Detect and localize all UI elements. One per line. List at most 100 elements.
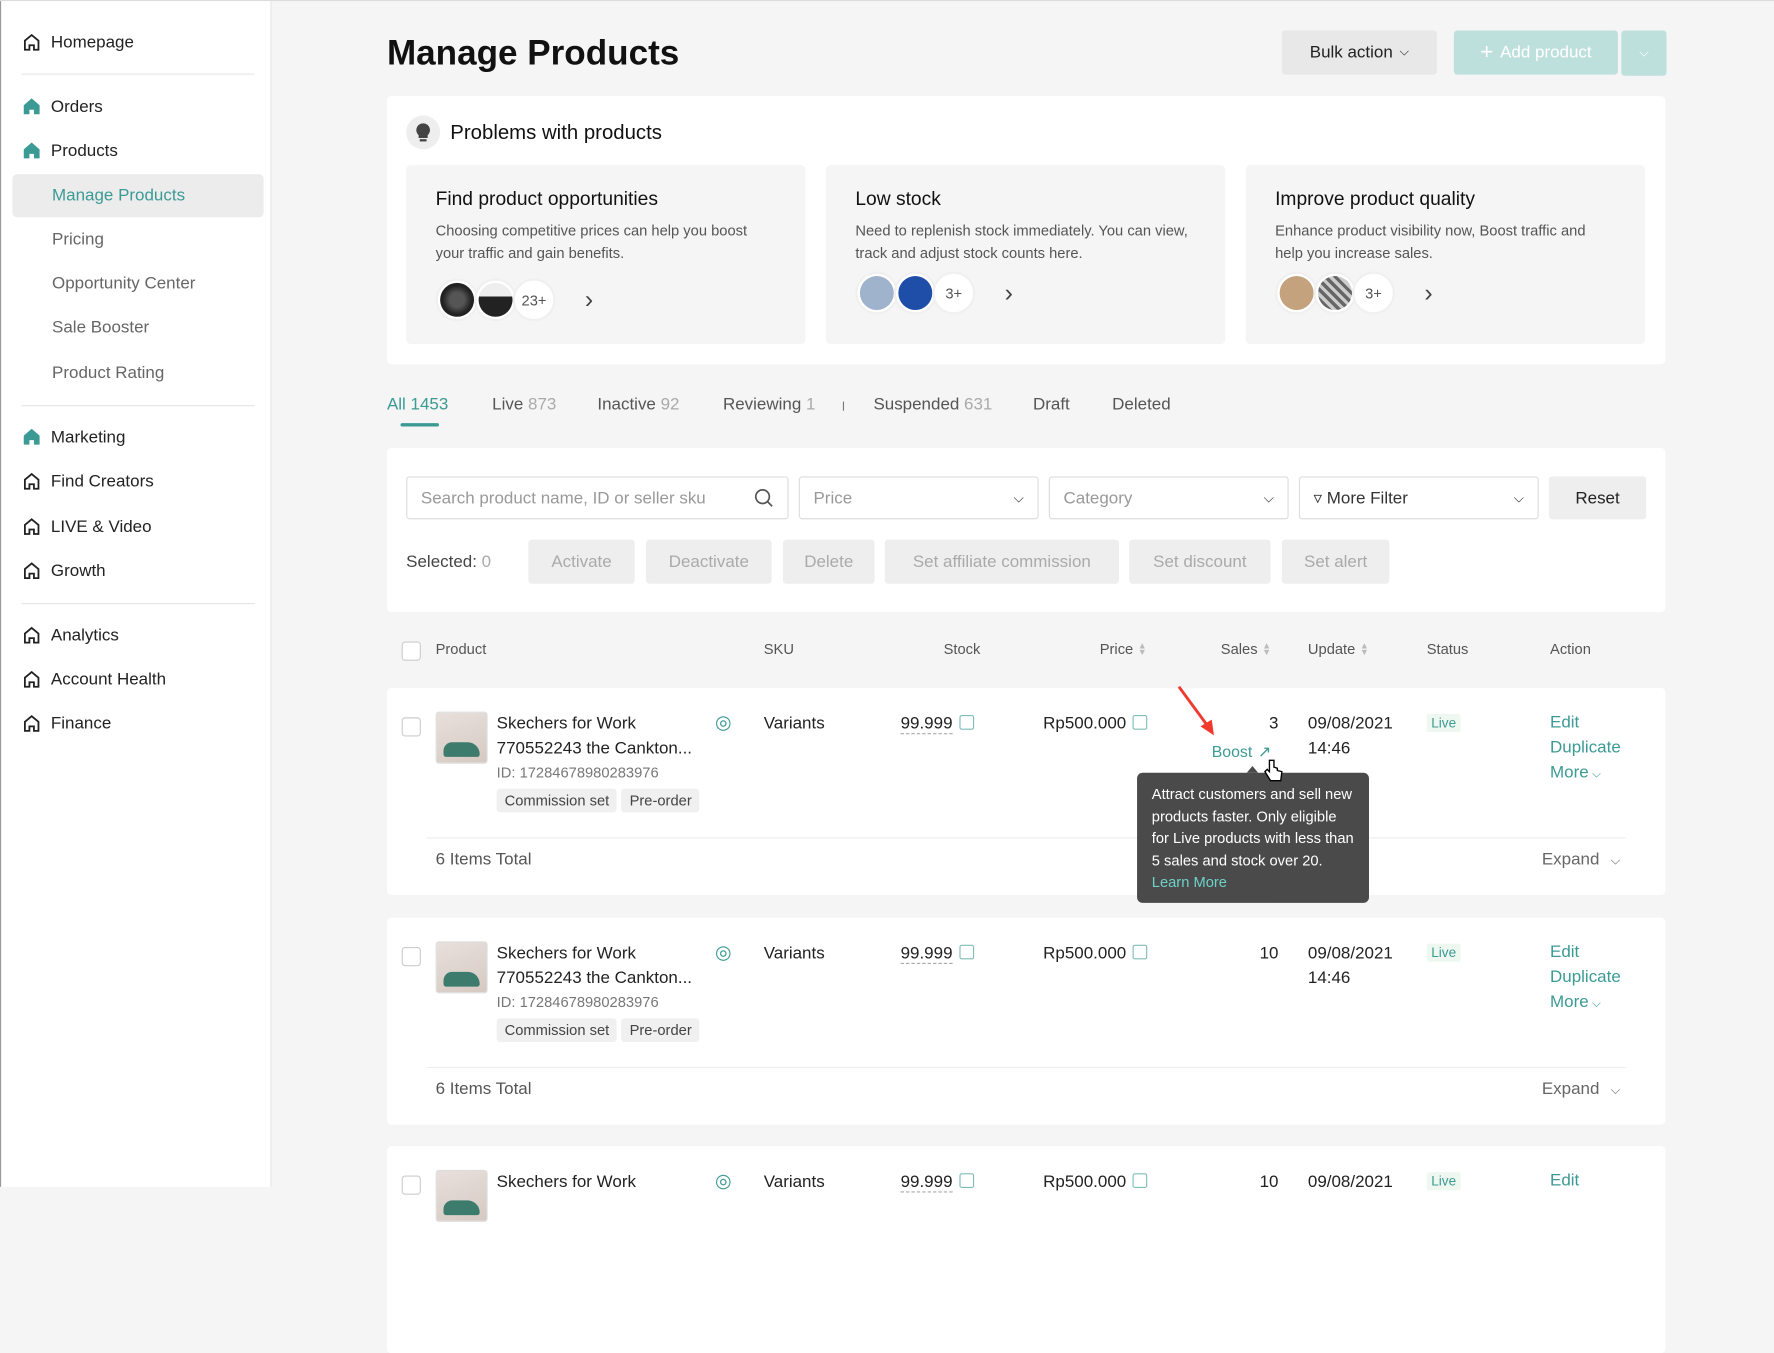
active-tab-indicator xyxy=(400,423,439,427)
chevron-right-icon[interactable]: › xyxy=(1424,278,1433,307)
update-date: 09/08/2021 xyxy=(1307,713,1393,734)
column-header-sales[interactable]: Sales ▲ ▼ xyxy=(1221,640,1271,657)
row-checkbox[interactable] xyxy=(401,1175,421,1195)
home-outline-icon xyxy=(23,714,40,732)
more-filter-select[interactable]: ▿ More Filter ⌵ xyxy=(1298,476,1539,520)
price-value[interactable]: Rp500.000 xyxy=(1043,944,1148,963)
tab-reviewing[interactable]: Reviewing 1 xyxy=(723,395,815,414)
sidebar-item-analytics[interactable]: Analytics xyxy=(21,625,119,645)
sidebar-item-manage-products[interactable]: Manage Products xyxy=(12,174,264,218)
edit-icon[interactable] xyxy=(1132,944,1148,960)
sidebar-item-finance[interactable]: Finance xyxy=(21,713,111,733)
tab-suspended[interactable]: Suspended 631 xyxy=(873,395,992,414)
sidebar-item-opportunity-center[interactable]: Opportunity Center xyxy=(52,273,196,294)
preview-eye-icon[interactable]: ◎ xyxy=(715,941,732,963)
product-name[interactable]: Skechers for Work xyxy=(496,713,636,734)
stock-value[interactable]: 99.999 xyxy=(900,713,975,735)
tag: Commission set xyxy=(496,1018,618,1043)
shoe-image xyxy=(443,1200,480,1216)
edit-action[interactable]: Edit xyxy=(1550,1169,1579,1194)
product-name[interactable]: Skechers for Work xyxy=(496,1172,636,1192)
chevron-right-icon[interactable]: › xyxy=(1004,278,1013,307)
tab-deleted[interactable]: Deleted xyxy=(1112,395,1170,414)
boost-button[interactable]: Boost ↗ xyxy=(1212,742,1271,761)
sidebar-item-pricing[interactable]: Pricing xyxy=(52,229,104,249)
category-select[interactable]: Category ⌵ xyxy=(1048,476,1289,520)
activate-button[interactable]: Activate xyxy=(528,539,635,584)
status-live: Live xyxy=(1426,1172,1461,1191)
product-name[interactable]: Skechers for Work xyxy=(496,943,636,963)
sidebar-item-marketing[interactable]: Marketing xyxy=(21,427,125,447)
price-select[interactable]: Price ⌵ xyxy=(798,476,1039,520)
tab-label: Draft xyxy=(1032,394,1070,415)
improve-quality-card[interactable]: Improve product quality Enhance product … xyxy=(1245,165,1646,344)
set-alert-button[interactable]: Set alert xyxy=(1281,539,1390,584)
sidebar-item-growth[interactable]: Growth xyxy=(21,560,106,580)
price-value[interactable]: Rp500.000 xyxy=(1043,714,1148,733)
sidebar-item-products[interactable]: Products xyxy=(21,140,118,160)
more-action[interactable]: More ⌵ xyxy=(1550,760,1601,787)
update-time: 14:46 xyxy=(1307,968,1351,988)
tab-count: 1 xyxy=(805,394,816,415)
tab-live[interactable]: Live 873 xyxy=(492,395,556,414)
sidebar-item-live-video[interactable]: LIVE & Video xyxy=(21,516,152,536)
tab-count: 1453 xyxy=(410,394,449,415)
sidebar-item-find-creators[interactable]: Find Creators xyxy=(21,471,154,491)
stock-value[interactable]: 99.999 xyxy=(900,943,975,964)
duplicate-action[interactable]: Duplicate xyxy=(1550,735,1621,760)
edit-action[interactable]: Edit xyxy=(1550,940,1579,965)
expand-button[interactable]: Expand ⌵ xyxy=(1542,850,1620,869)
column-header-price[interactable]: Price ▲ ▼ xyxy=(1100,640,1147,657)
preview-eye-icon[interactable]: ◎ xyxy=(715,1169,732,1192)
sidebar-item-account-health[interactable]: Account Health xyxy=(21,669,166,689)
row-checkbox[interactable] xyxy=(401,946,421,967)
expand-button[interactable]: Expand ⌵ xyxy=(1542,1079,1620,1098)
product-image[interactable] xyxy=(435,941,488,994)
preview-eye-icon[interactable]: ◎ xyxy=(715,711,732,734)
duplicate-action[interactable]: Duplicate xyxy=(1550,965,1621,990)
chevron-down-icon: ⌵ xyxy=(1639,45,1649,60)
reset-button[interactable]: Reset xyxy=(1548,476,1647,520)
stock-value[interactable]: 99.999 xyxy=(900,1172,975,1193)
set-discount-button[interactable]: Set discount xyxy=(1129,539,1271,584)
tab-all[interactable]: All 1453 xyxy=(387,395,448,414)
row-checkbox[interactable] xyxy=(401,717,421,737)
tab-draft[interactable]: Draft xyxy=(1033,395,1070,414)
delete-button[interactable]: Delete xyxy=(782,539,875,584)
select-all-checkbox[interactable] xyxy=(401,641,421,661)
price-value[interactable]: Rp500.000 xyxy=(1043,1172,1148,1191)
learn-more-link[interactable]: Learn More xyxy=(1151,873,1227,891)
table-header xyxy=(386,613,1666,686)
more-action[interactable]: More ⌵ xyxy=(1550,990,1601,1017)
sku-value: Variants xyxy=(763,713,825,734)
product-id: ID: 17284678980283976 xyxy=(496,993,659,1011)
deactivate-button[interactable]: Deactivate xyxy=(646,539,772,584)
product-name-line2[interactable]: 770552243 the Cankton... xyxy=(496,968,693,988)
sidebar-item-orders[interactable]: Orders xyxy=(21,96,103,116)
shoe-image xyxy=(443,742,480,757)
add-product-dropdown[interactable]: ⌵ xyxy=(1621,30,1667,76)
add-product-button[interactable]: + Add product xyxy=(1453,30,1618,75)
tab-inactive[interactable]: Inactive 92 xyxy=(597,395,679,414)
bulk-action-button[interactable]: Bulk action ⌵ xyxy=(1281,30,1437,75)
search-input[interactable]: Search product name, ID or seller sku xyxy=(406,476,789,520)
edit-icon[interactable] xyxy=(1132,715,1148,730)
low-stock-card[interactable]: Low stock Need to replenish stock immedi… xyxy=(825,165,1226,344)
home-outline-icon xyxy=(23,472,40,490)
sidebar-item-product-rating[interactable]: Product Rating xyxy=(52,363,165,383)
sidebar-item-sale-booster[interactable]: Sale Booster xyxy=(52,317,150,338)
chevron-right-icon[interactable]: › xyxy=(584,285,594,314)
product-tags: Commission set Pre-order xyxy=(496,1018,704,1043)
edit-action[interactable]: Edit xyxy=(1550,711,1579,736)
table-row: Skechers for Work ◎ Variants 99.999 Rp500.00… xyxy=(386,1146,1666,1353)
product-image[interactable] xyxy=(435,711,488,764)
column-header-update[interactable]: Update ▲ ▼ xyxy=(1308,640,1369,657)
sidebar-item-homepage[interactable]: Homepage xyxy=(21,32,134,52)
product-image[interactable] xyxy=(435,1169,488,1222)
opportunities-card[interactable]: Find product opportunities Choosing comp… xyxy=(406,165,806,344)
set-affiliate-commission-button[interactable]: Set affiliate commission xyxy=(884,539,1119,584)
product-name-line2[interactable]: 770552243 the Cankton... xyxy=(496,738,693,759)
edit-icon[interactable] xyxy=(959,715,975,730)
edit-icon[interactable] xyxy=(959,944,975,960)
tab-label: All xyxy=(386,394,406,415)
